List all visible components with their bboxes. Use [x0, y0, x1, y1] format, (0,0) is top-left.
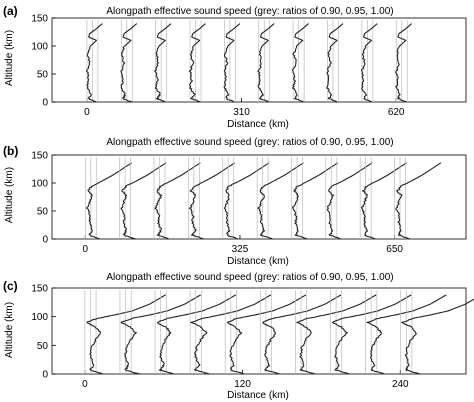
profile-line	[85, 23, 103, 103]
plot-area: 0 50 100 150 0 325 650	[31, 151, 467, 255]
profile-line	[331, 294, 412, 375]
y-tick-label: 0	[42, 235, 48, 246]
panel-letter: (c)	[3, 279, 18, 293]
x-tick-label: 0	[84, 107, 90, 118]
profile-line	[257, 23, 275, 103]
y-tick-label: 50	[37, 70, 49, 81]
x-tick-label: 310	[233, 107, 250, 118]
profile-line	[366, 294, 447, 375]
profile-line	[326, 23, 344, 103]
profile-line	[257, 162, 304, 240]
y-tick-label: 0	[42, 370, 48, 381]
plot-area: 0 50 100 150 0 310 620	[31, 14, 467, 118]
profile-line	[291, 162, 339, 240]
panel-letter: (b)	[3, 144, 18, 158]
y-axis-label: Altitude (km)	[4, 302, 15, 358]
y-tick-label: 150	[31, 14, 48, 25]
profile-line	[86, 294, 166, 375]
profile-line	[262, 294, 342, 375]
x-tick-label: 620	[388, 107, 405, 118]
x-tick-label: 0	[82, 379, 88, 390]
panel-letter: (a)	[3, 4, 18, 18]
x-axis-label: Distance (km)	[227, 390, 289, 401]
chart-title: Alongpath effective sound speed (grey: r…	[106, 6, 393, 17]
profile-line	[86, 162, 132, 240]
profile-line	[223, 23, 241, 103]
profile-line	[120, 162, 167, 240]
profile-line	[291, 23, 309, 103]
profile-line	[190, 294, 272, 375]
x-tick-label: 0	[83, 244, 89, 255]
x-tick-label: 325	[232, 244, 249, 255]
x-tick-label: 120	[234, 379, 251, 390]
profile-line	[401, 298, 474, 375]
y-tick-label: 150	[31, 151, 48, 162]
profile-line	[360, 23, 378, 103]
profile-line	[188, 23, 206, 103]
panel-c: (c) Alongpath effective sound speed (gre…	[3, 272, 474, 401]
y-axis-label: Altitude (km)	[4, 167, 15, 223]
panel-a: (a) Alongpath effective sound speed (gre…	[3, 4, 467, 130]
profile-line	[157, 294, 237, 375]
profile-line	[120, 294, 201, 375]
x-axis-label: Distance (km)	[227, 119, 289, 130]
profile-line	[226, 294, 307, 375]
x-tick-label: 240	[392, 379, 409, 390]
axes-frame	[51, 154, 467, 240]
y-tick-label: 100	[31, 312, 48, 323]
y-tick-label: 100	[31, 179, 48, 190]
y-tick-label: 100	[31, 42, 48, 53]
panel-b: (b) Alongpath effective sound speed (gre…	[3, 137, 467, 267]
profile-line	[395, 23, 413, 103]
profile-line	[296, 294, 377, 375]
x-axis-label: Distance (km)	[227, 256, 289, 267]
profile-line	[223, 162, 270, 240]
y-axis-label: Altitude (km)	[4, 30, 15, 86]
chart-title: Alongpath effective sound speed (grey: r…	[106, 137, 393, 148]
y-tick-label: 150	[31, 284, 48, 295]
y-tick-label: 50	[37, 207, 49, 218]
chart-title: Alongpath effective sound speed (grey: r…	[106, 272, 393, 283]
profile-line	[326, 162, 373, 240]
profile-line	[395, 162, 442, 240]
profile-line	[154, 23, 172, 103]
y-tick-label: 50	[37, 341, 49, 352]
profile-line	[188, 162, 236, 240]
plot-area: 0 50 100 150 0 120 240	[31, 284, 474, 390]
profile-line	[154, 162, 201, 240]
y-tick-label: 0	[42, 98, 48, 109]
profile-line	[360, 162, 407, 240]
profile-line	[120, 23, 138, 103]
x-tick-label: 650	[386, 244, 403, 255]
axes-frame	[51, 287, 467, 375]
